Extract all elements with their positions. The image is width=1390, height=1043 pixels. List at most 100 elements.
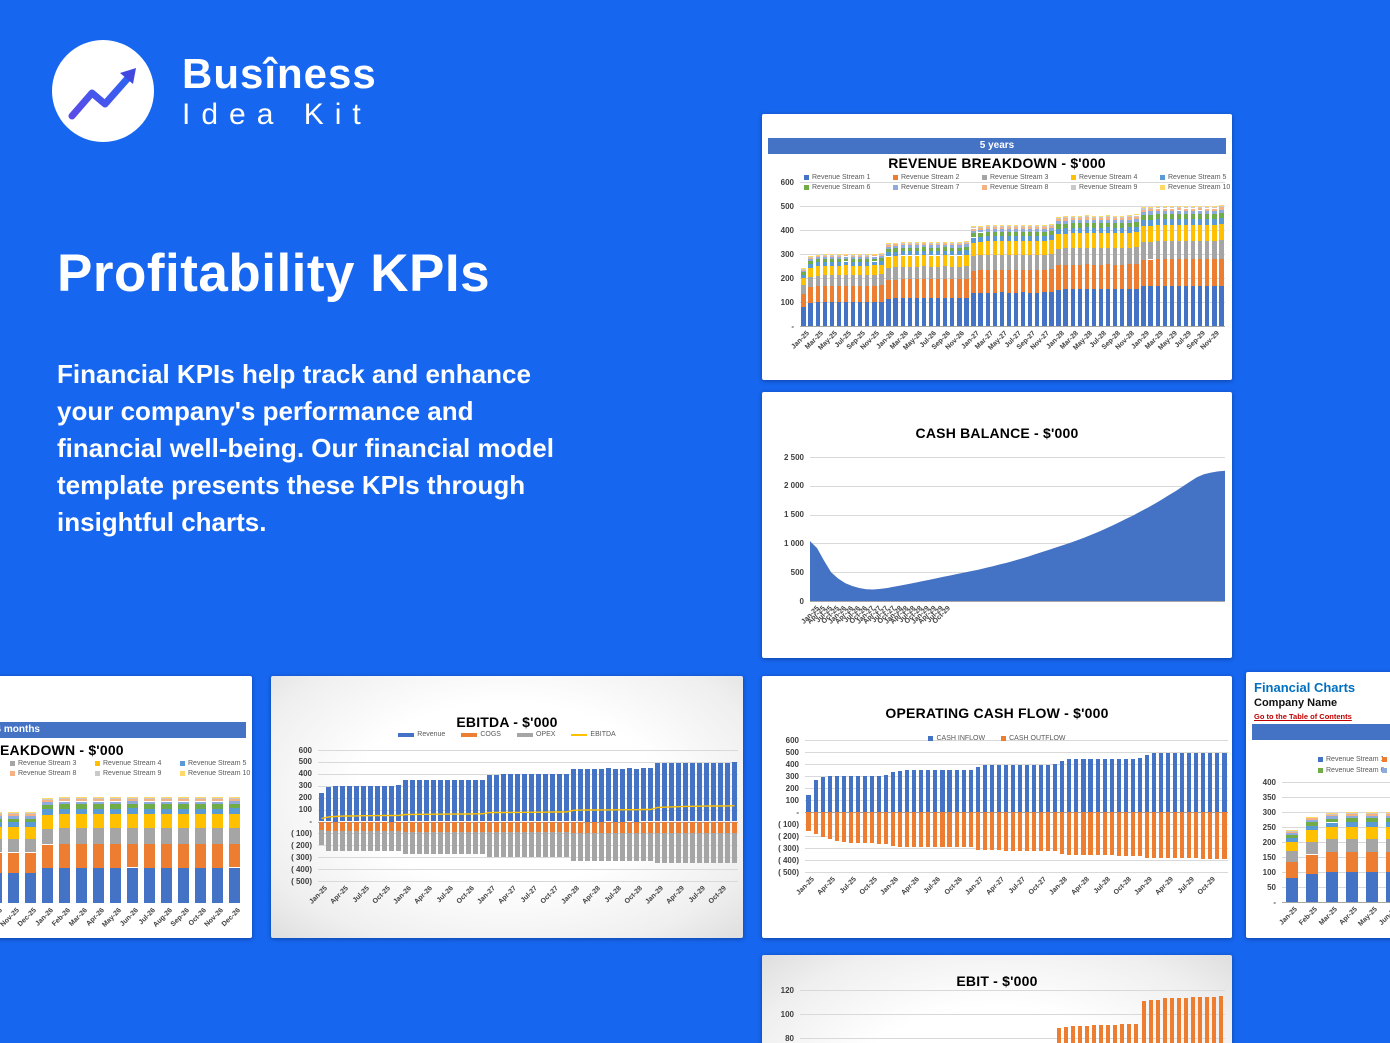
bar-segment bbox=[926, 812, 931, 847]
bar-segment bbox=[1042, 224, 1047, 226]
bar-segment bbox=[921, 250, 927, 256]
bar-segment bbox=[732, 821, 737, 834]
bar-segment bbox=[1190, 206, 1196, 208]
bar-segment bbox=[161, 844, 172, 868]
bar-segment bbox=[161, 801, 172, 805]
bar-segment bbox=[229, 843, 240, 868]
bar-segment bbox=[1113, 248, 1118, 265]
bar-segment bbox=[829, 302, 835, 326]
bar-segment bbox=[935, 279, 941, 298]
bar-segment bbox=[529, 832, 534, 858]
bar-segment bbox=[843, 301, 849, 326]
bar-segment bbox=[985, 229, 990, 232]
bar-segment bbox=[1046, 764, 1051, 812]
legend-item: Revenue Stream 6 bbox=[804, 184, 893, 191]
bar-segment bbox=[1056, 265, 1061, 290]
bar-segment bbox=[655, 762, 660, 822]
bar-segment bbox=[1070, 223, 1075, 228]
bar-segment bbox=[815, 256, 820, 258]
bar-segment bbox=[127, 843, 138, 868]
bar-segment bbox=[0, 812, 2, 814]
y-axis-label: 100 bbox=[780, 297, 794, 307]
bar-segment bbox=[985, 227, 990, 230]
legend-label: Revenue Stream 1 bbox=[1326, 756, 1385, 763]
bar-segment bbox=[822, 286, 827, 303]
bar-segment bbox=[613, 768, 618, 822]
bar-segment bbox=[1205, 286, 1210, 326]
bar-segment bbox=[725, 762, 730, 822]
bar-segment bbox=[1063, 216, 1068, 218]
bar-segment bbox=[127, 867, 138, 903]
bar-segment bbox=[1006, 241, 1012, 255]
bar-segment bbox=[985, 292, 990, 326]
y-axis-label: ( 400) bbox=[778, 855, 799, 865]
bar-segment bbox=[1070, 233, 1075, 249]
page-description: Financial KPIs help track and enhance yo… bbox=[57, 359, 554, 537]
bar-segment bbox=[891, 812, 896, 847]
legend-label: CASH INFLOW bbox=[936, 735, 986, 742]
operating-cash-flow-chart: 600 500 400 300 200 100 - ( 100) ( 200) ( 300) ( 4… bbox=[762, 676, 1232, 938]
bar-segment bbox=[912, 812, 917, 847]
bar-segment bbox=[466, 831, 471, 854]
page-title: Profitability KPIs bbox=[57, 244, 491, 303]
bar-segment bbox=[1113, 289, 1118, 326]
bar-segment bbox=[1056, 289, 1061, 326]
y-axis-label: 400 bbox=[298, 769, 312, 779]
bar-segment bbox=[822, 265, 827, 276]
bar-segment bbox=[1003, 764, 1008, 812]
bar-segment bbox=[1091, 216, 1097, 218]
bar-segment bbox=[368, 831, 373, 851]
table-of-contents-link[interactable]: Go to the Table of Contents bbox=[1254, 712, 1352, 721]
bar-segment bbox=[1219, 207, 1224, 210]
legend-item: Revenue Stream 3 bbox=[10, 760, 95, 767]
legend-label: Revenue Stream 1 bbox=[812, 174, 871, 181]
bar-segment bbox=[1098, 220, 1104, 224]
bar-segment bbox=[403, 780, 408, 822]
bar-segment bbox=[872, 256, 877, 259]
bar-segment bbox=[613, 832, 618, 861]
bar-segment bbox=[822, 254, 827, 256]
bar-segment bbox=[985, 270, 990, 293]
bar-segment bbox=[872, 254, 877, 255]
bar-segment bbox=[1345, 812, 1359, 813]
bar-segment bbox=[992, 226, 997, 228]
bar-segment bbox=[195, 801, 206, 805]
y-axis-label: - bbox=[791, 321, 794, 331]
bar-segment bbox=[806, 795, 811, 812]
bar-segment bbox=[921, 266, 927, 280]
bar-segment bbox=[161, 808, 172, 815]
bar-segment bbox=[536, 821, 541, 833]
bar-segment bbox=[886, 298, 891, 326]
legend-item: Revenue Stream 7 bbox=[1382, 767, 1390, 774]
bar-segment bbox=[1219, 285, 1224, 326]
bar-segment bbox=[907, 255, 912, 267]
bar-segment bbox=[0, 813, 2, 815]
bar-segment bbox=[690, 762, 695, 822]
bar-segment bbox=[127, 798, 138, 801]
bar-segment bbox=[195, 814, 206, 829]
legend-swatch bbox=[180, 761, 185, 766]
bar-segment bbox=[42, 867, 53, 903]
bar-segment bbox=[178, 798, 189, 800]
bar-segment bbox=[1028, 227, 1033, 230]
bar-segment bbox=[1198, 997, 1203, 1043]
bar-segment bbox=[1070, 248, 1075, 265]
legend-label: Revenue Stream 5 bbox=[188, 760, 247, 767]
bar-segment bbox=[829, 258, 835, 262]
bar-segment bbox=[1113, 223, 1118, 228]
bar-segment bbox=[1091, 289, 1097, 326]
bar-segment bbox=[900, 266, 905, 280]
bar-segment bbox=[1183, 210, 1189, 215]
bar-segment bbox=[529, 774, 534, 822]
bar-segment bbox=[928, 279, 934, 298]
bar-segment bbox=[827, 776, 832, 812]
panel-ebit: EBIT - $'000 120 100 80 bbox=[762, 955, 1232, 1043]
bar-segment bbox=[1006, 236, 1012, 242]
bar-segment bbox=[161, 798, 172, 800]
bar-segment bbox=[1385, 812, 1390, 813]
bar-segment bbox=[971, 237, 976, 243]
bar-segment bbox=[943, 245, 948, 248]
bar-segment bbox=[389, 831, 394, 851]
bar-segment bbox=[1212, 259, 1217, 287]
bar-segment bbox=[1325, 812, 1339, 814]
